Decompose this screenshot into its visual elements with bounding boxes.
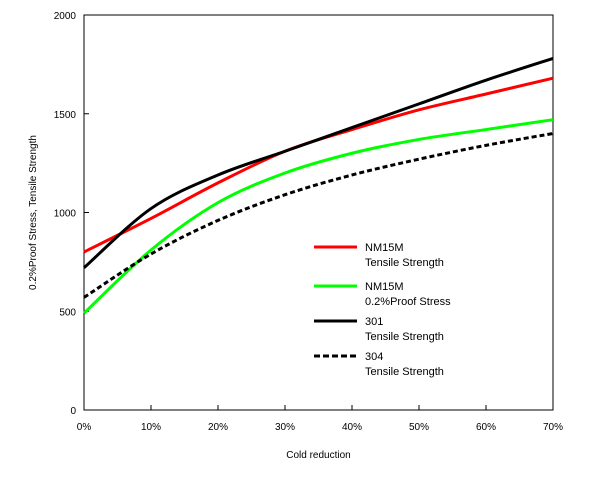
legend-label: NM15M — [365, 242, 404, 254]
legend: NM15M Tensile Strength NM15M 0.2%Proof Stre… — [314, 242, 451, 378]
x-axis-title: Cold reduction — [286, 450, 350, 461]
series-line-3 — [83, 132, 554, 299]
x-tick-label: 60% — [476, 422, 496, 433]
y-tick-label: 0 — [70, 406, 76, 417]
x-tick-label: 70% — [543, 422, 563, 433]
y-tick-label: 1500 — [54, 110, 77, 121]
x-tick-label: 40% — [342, 422, 362, 433]
legend-sublabel: Tensile Strength — [365, 331, 444, 343]
x-tick-label: 0% — [77, 422, 92, 433]
x-tick-label: 10% — [141, 422, 161, 433]
legend-sublabel: Tensile Strength — [365, 366, 444, 378]
legend-label: 304 — [365, 351, 383, 363]
y-tick-label: 500 — [59, 307, 76, 318]
x-tick-label: 50% — [409, 422, 429, 433]
x-tick-label: 30% — [275, 422, 295, 433]
legend-label: NM15M — [365, 281, 404, 293]
x-tick-label: 20% — [208, 422, 228, 433]
y-axis-title: 0.2%Proof Stress, Tensile Strength — [28, 135, 39, 290]
plot-area — [83, 14, 554, 411]
legend-sublabel: Tensile Strength — [365, 257, 444, 269]
series-line-2 — [83, 57, 554, 269]
series-layer — [82, 57, 554, 315]
y-tick-label: 2000 — [54, 11, 77, 22]
y-tick-label: 1000 — [54, 209, 77, 220]
series-line-1 — [82, 118, 554, 315]
legend-sublabel: 0.2%Proof Stress — [365, 296, 451, 308]
legend-label: 301 — [365, 316, 383, 328]
x-axis: 0% 10% 20% 30% 40% 50% 60% 70% — [77, 405, 563, 433]
